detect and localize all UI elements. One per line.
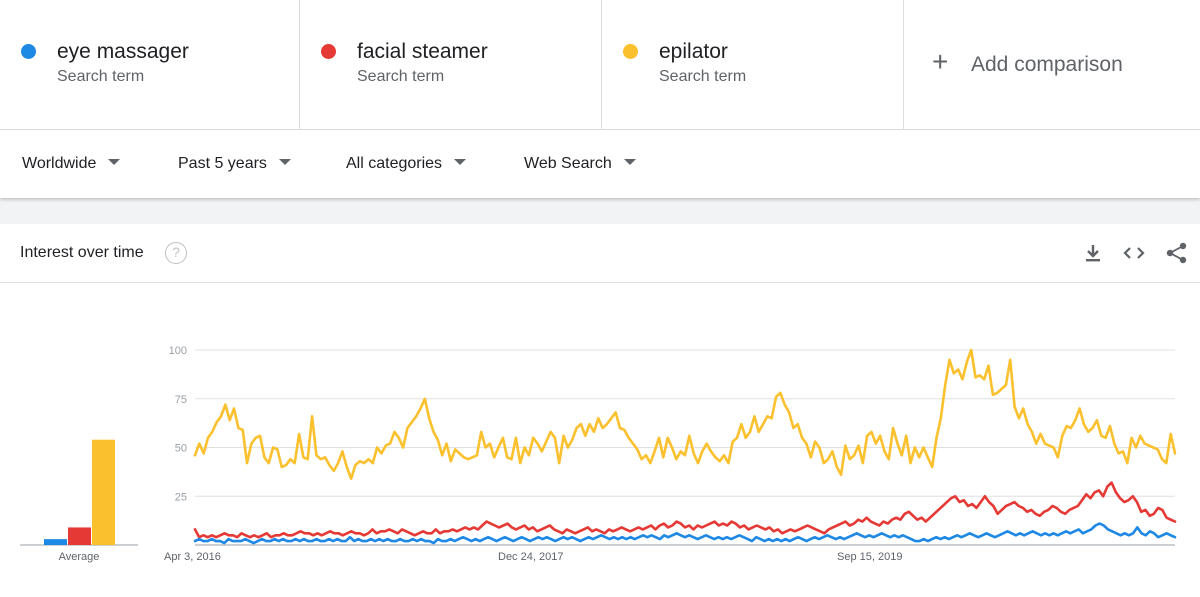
search-term-subtitle: Search term [57,68,145,85]
search-term-name[interactable]: facial steamer [357,40,488,63]
interest-over-time-card: Interest over time ? Average 25 50 75 100 A… [0,224,1200,597]
card-header: Interest over time ? [0,224,1200,283]
average-bar-facial-steamer [68,527,91,545]
search-type-dropdown[interactable]: Web Search [524,155,636,173]
time-range-dropdown[interactable]: Past 5 years [178,155,291,173]
x-axis-tick-labels: Apr 3, 2016 Dec 24, 2017 Sep 15, 2019 [164,551,902,563]
filter-bar: Worldwide Past 5 years All categories We… [0,131,1200,198]
average-bar-chart: Average [20,439,138,563]
caret-down-icon [623,158,636,165]
caret-down-icon [454,158,467,165]
plus-icon: + [932,46,949,77]
gridlines [195,349,1175,546]
series-color-dot-icon [21,44,36,59]
category-dropdown-label: All categories [346,155,443,172]
series-lines [193,348,1177,545]
x-tick-label: Sep 15, 2019 [837,551,902,563]
time-range-dropdown-label: Past 5 years [178,155,267,172]
add-comparison-button[interactable]: + Add comparison [904,0,1200,130]
add-comparison-label: Add comparison [971,53,1123,76]
help-circle-icon[interactable]: ? [165,242,187,264]
search-terms-bar: eye massager Search term facial steamer … [0,0,1200,130]
y-tick-label: 100 [169,345,187,357]
series-line-epilator [193,348,1177,480]
interest-over-time-chart: Average 25 50 75 100 Apr 3, 2016 Dec 24, 201… [20,345,1177,563]
search-type-dropdown-label: Web Search [524,155,612,172]
y-axis-tick-labels: 25 50 75 100 [169,345,187,503]
search-term-name[interactable]: eye massager [57,40,189,63]
x-tick-label: Apr 3, 2016 [164,551,221,563]
series-line-facial-steamer [193,481,1177,539]
search-term-1[interactable]: eye massager Search term [0,0,300,130]
search-term-name[interactable]: epilator [659,40,728,63]
category-dropdown[interactable]: All categories [346,155,467,173]
series-color-dot-icon [321,44,336,59]
x-tick-label: Dec 24, 2017 [498,551,563,563]
caret-down-icon [108,158,121,165]
average-label: Average [59,551,100,563]
embed-code-icon[interactable] [1121,240,1147,266]
search-term-2[interactable]: facial steamer Search term [300,0,602,130]
y-tick-label: 50 [175,443,187,455]
average-bar-eye-massager [44,539,67,545]
section-divider [0,198,1200,224]
series-color-dot-icon [623,44,638,59]
search-term-3[interactable]: epilator Search term [602,0,904,130]
series-line-eye-massager [193,522,1177,545]
card-title: Interest over time [20,244,144,261]
download-icon[interactable] [1080,240,1106,266]
search-term-subtitle: Search term [659,68,747,85]
caret-down-icon [278,158,291,165]
average-bar-epilator [92,439,115,545]
region-dropdown[interactable]: Worldwide [22,155,121,173]
region-dropdown-label: Worldwide [22,155,97,172]
share-icon[interactable] [1164,240,1190,266]
y-tick-label: 25 [175,491,187,503]
search-term-subtitle: Search term [357,68,445,85]
y-tick-label: 75 [175,394,187,406]
